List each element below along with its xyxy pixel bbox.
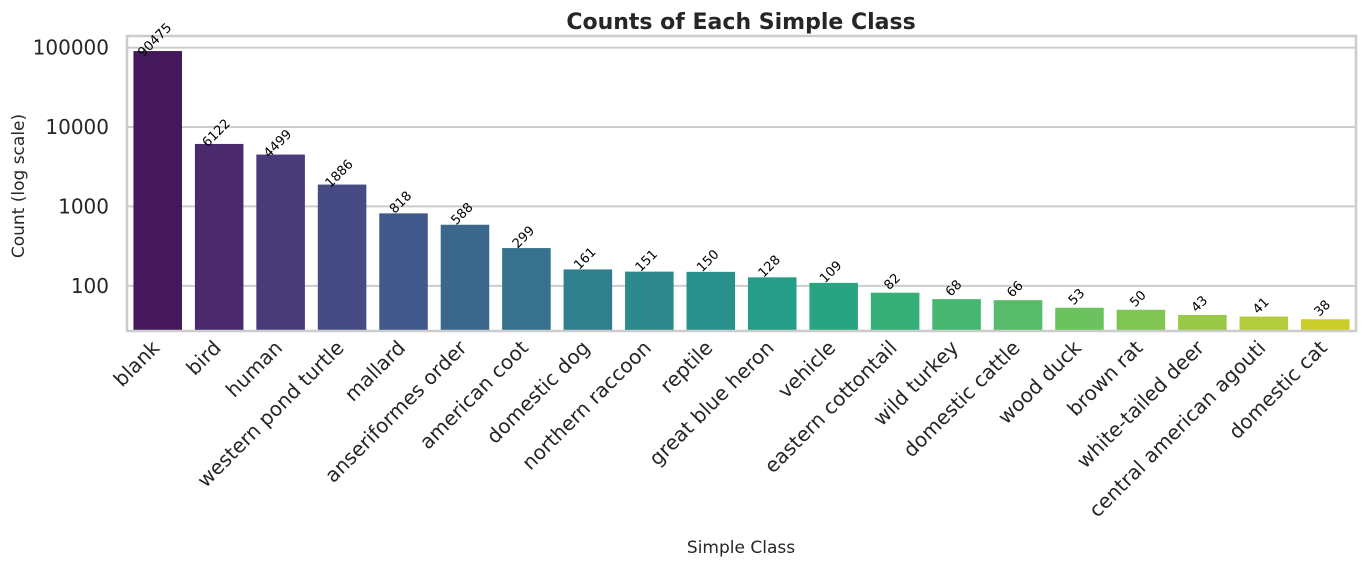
y-tick-label: 10000 — [45, 115, 109, 139]
bar-value-label: 66 — [1004, 279, 1026, 301]
bar-value-label: 68 — [943, 278, 965, 300]
bar — [317, 184, 367, 331]
bar-value-label: 151 — [633, 247, 661, 275]
bar-value-label: 53 — [1066, 286, 1088, 308]
bar-value-label: 50 — [1127, 288, 1149, 310]
bar-value-label: 38 — [1312, 298, 1334, 320]
bar-value-label: 82 — [881, 271, 903, 293]
bar-value-label: 43 — [1189, 293, 1211, 315]
bar — [1178, 314, 1227, 331]
x-tick-label: blank — [109, 335, 165, 391]
bar — [379, 213, 428, 331]
bar — [932, 299, 981, 331]
bar — [625, 271, 674, 331]
bar — [1301, 319, 1350, 331]
ytick-layer: 100 1000 10000 100000 — [33, 36, 109, 298]
bar-value-label: 128 — [756, 253, 784, 281]
bar — [747, 277, 797, 331]
bar — [440, 224, 490, 331]
bar-value-label: 161 — [571, 245, 599, 273]
bar — [502, 248, 551, 331]
bar — [686, 271, 736, 331]
bar — [870, 292, 920, 331]
x-tick-label: bird — [181, 336, 225, 380]
bar-layer — [133, 51, 1350, 331]
bar — [993, 300, 1043, 331]
bar-value-label: 109 — [817, 258, 845, 286]
y-tick-label: 100 — [71, 274, 109, 298]
y-tick-label: 1000 — [58, 194, 109, 218]
bar — [1239, 316, 1289, 331]
x-axis-label: Simple Class — [687, 538, 795, 558]
bar — [133, 51, 182, 331]
plot-frame — [125, 34, 1358, 333]
grid-layer — [127, 46, 1356, 287]
bar — [1116, 309, 1166, 331]
bar-value-label: 588 — [448, 200, 476, 228]
y-axis-label: Count (log scale) — [9, 114, 29, 258]
y-tick-label: 100000 — [33, 36, 109, 60]
bar-value-label: 299 — [510, 224, 538, 252]
bar — [809, 282, 858, 331]
bar-value-label: 41 — [1250, 295, 1272, 317]
bar-value-label: 818 — [387, 189, 415, 217]
bar — [1055, 307, 1104, 331]
bar — [194, 143, 244, 331]
bar — [256, 154, 305, 331]
chart-title: Counts of Each Simple Class — [566, 10, 915, 35]
bar-value-label: 150 — [694, 247, 722, 275]
x-tick-label: american coot — [415, 335, 533, 453]
bar — [563, 269, 613, 331]
